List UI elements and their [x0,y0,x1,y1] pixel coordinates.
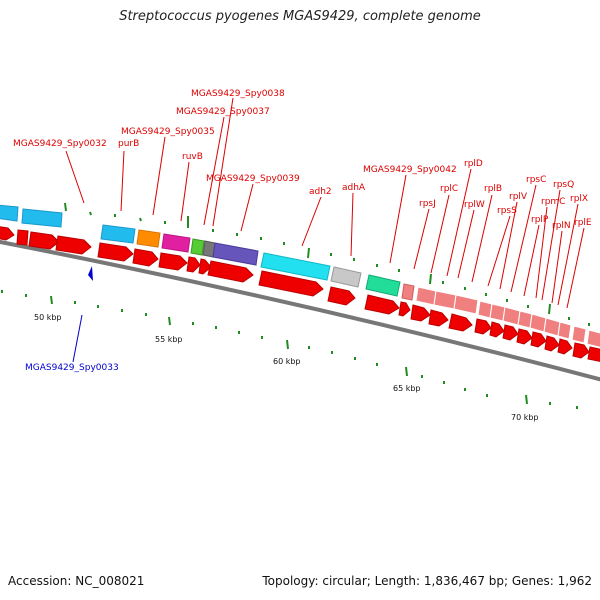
label-connectors [65,97,585,309]
gene-arrow [448,313,473,332]
rp-block [571,325,587,344]
gene-label: rplX [570,194,588,204]
scale-label: 70 kbp [511,413,539,422]
cog-block [136,229,161,248]
gene-label: rplW [464,200,485,210]
rp-block [453,294,479,315]
gene-arrow [198,258,212,275]
gene-arrow [557,338,573,355]
gene-arrow [516,328,533,345]
scale-ticks [1,290,578,409]
scale-label: 65 kbp [393,384,421,393]
gene-arrow [364,294,400,315]
cog-block [330,266,362,288]
gene-arrow [428,309,449,327]
gene-labels: MGAS9429_Spy0032 purB MGAS9429_Spy0035 r… [13,89,592,373]
scale-label: 55 kbp [155,335,183,344]
cog-block [161,233,191,253]
gene-label: adh2 [309,187,332,197]
gene-arrow [158,252,188,271]
gene-arrow [587,346,600,362]
cog-block [190,238,205,256]
gene-label: adhA [342,183,366,193]
gene-label: rplC [440,184,458,194]
gene-label: rplD [464,159,483,169]
gene-arrow [572,342,590,359]
gene-arrow [474,318,492,335]
reverse-gene-marker [88,266,93,281]
gene-arrow [55,235,92,255]
accession-text: Accession: NC_008021 [8,574,145,588]
upper-ticks [64,202,590,326]
rp-block [586,329,600,348]
cog-blocks [0,204,401,297]
gene-arrow [16,229,29,246]
cog-block [365,274,401,297]
rp-block [502,306,521,326]
gene-label: rplV [509,192,528,202]
gene-label: rpsC [526,175,546,185]
genome-backbone [0,239,600,382]
gene-label: MGAS9429_Spy0037 [176,107,270,117]
gene-arrow [186,256,201,273]
cog-block [0,204,19,222]
rp-block [543,317,561,337]
gene-arrow [0,226,15,241]
gene-label: rplB [484,184,502,194]
cog-block [100,224,136,244]
gene-arrow [544,335,560,352]
gene-label: rplP [531,215,549,225]
gene-label: rplN [552,221,571,231]
cog-block [260,252,331,281]
gene-label: purB [118,139,139,149]
gene-arrow [327,286,356,306]
gene-label: MGAS9429_Spy0038 [191,89,285,99]
rp-block [489,303,506,322]
map-title: Streptococcus pyogenes MGAS9429, complet… [119,9,481,24]
gene-arrow [28,231,60,250]
gene-arrow [410,304,431,322]
gene-label: rpsQ [553,180,574,190]
scale-label: 60 kbp [273,357,301,366]
gene-label: MGAS9429_Spy0035 [121,127,215,137]
gene-arrow [258,270,324,297]
rp-block [401,283,415,301]
genome-summary-text: Topology: circular; Length: 1,836,467 bp… [262,574,592,588]
ribosomal-blocks [401,283,600,348]
gene-arrow [132,248,159,267]
gene-arrow [502,324,519,341]
gene-arrow [530,331,547,348]
rp-block [415,286,437,306]
rp-block [557,321,572,340]
gene-label: rplE [574,218,592,228]
gene-arrow [97,242,134,262]
rp-block [433,290,457,310]
gene-label: rpsS [497,206,517,216]
cog-block [21,208,63,228]
scale-labels: 50 kbp 55 kbp 60 kbp 65 kbp 70 kbp [34,313,539,422]
gene-arrow [207,260,254,283]
gene-arrows [0,226,600,362]
rp-block [529,313,547,333]
gene-label: ruvB [182,152,203,162]
gene-label: rpmC [541,197,565,207]
gene-label: MGAS9429_Spy0032 [13,139,107,149]
gene-arrow [489,321,505,338]
gene-label: MGAS9429_Spy0039 [206,174,300,184]
gene-label: MGAS9429_Spy0042 [363,165,457,175]
gene-arrow [398,301,411,317]
scale-label: 50 kbp [34,313,62,322]
gene-label: rpsJ [419,199,436,209]
reverse-label-connector [72,314,83,363]
gene-label-reverse: MGAS9429_Spy0033 [25,363,119,373]
cog-block [212,242,259,266]
